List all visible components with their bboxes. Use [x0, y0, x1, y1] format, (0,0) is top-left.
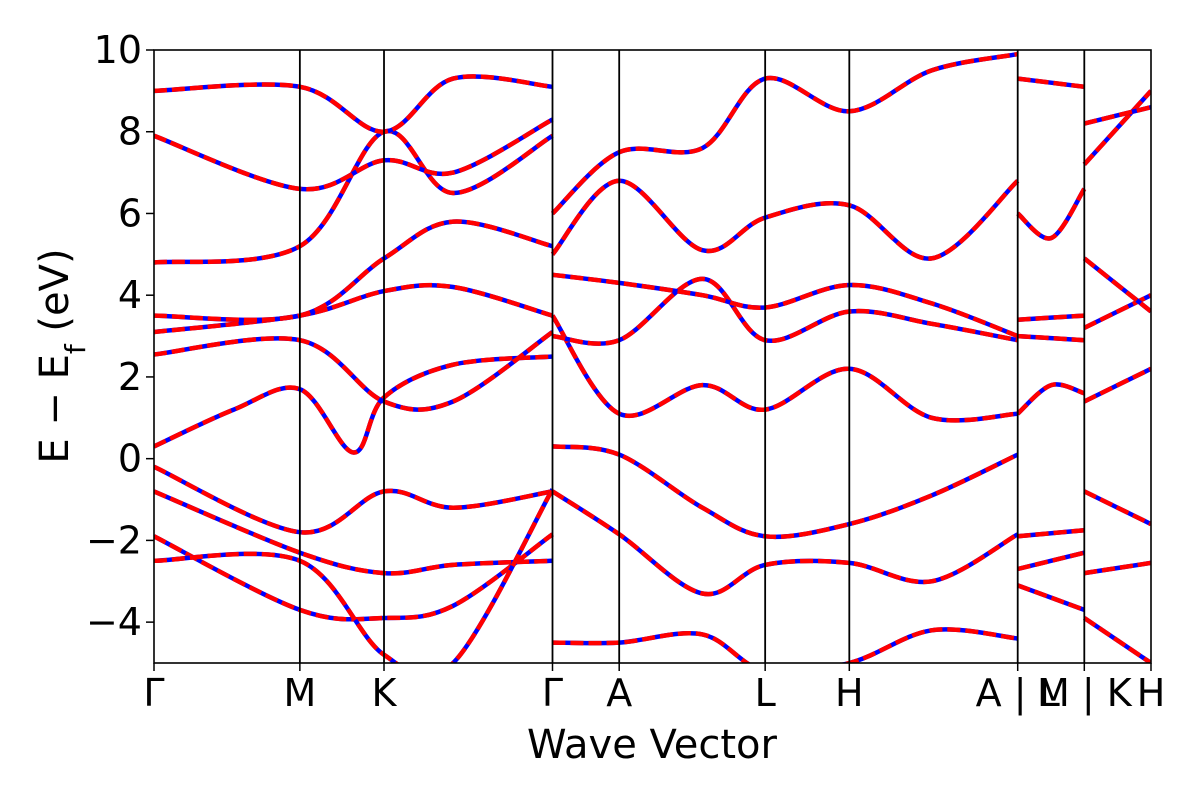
y-tick-label-3: 4: [118, 273, 142, 317]
x-tick-label-0: Γ: [143, 671, 164, 715]
band-series-b-32: [1082, 256, 1151, 314]
x-tick-label-3: Γ: [542, 671, 563, 715]
band-series-b-20: [1017, 550, 1085, 572]
x-tick-label-8: M | K: [1037, 671, 1133, 716]
x-tick-label-6: H: [835, 671, 864, 715]
x-tick-label-4: A: [606, 671, 632, 715]
x-tick-label-1: M: [283, 671, 316, 715]
y-tick-label-0: 10: [94, 28, 142, 72]
high-symmetry-lines: [298, 50, 1086, 663]
band-series-b-22: [1016, 382, 1086, 416]
x-axis-title: Wave Vector: [527, 722, 778, 768]
y-axis-title-sub: f: [59, 343, 92, 354]
y-axis-title-unit: (eV): [32, 248, 78, 344]
band-series-b-29: [1083, 616, 1151, 663]
band-series-b-8: [154, 489, 553, 576]
y-tick-label-1: 8: [118, 110, 142, 154]
x-tick-label-9: H: [1137, 671, 1166, 715]
y-tick-label-6: −2: [86, 518, 142, 562]
y-tick-label-4: 2: [118, 355, 142, 399]
band-series-b-1: [154, 354, 553, 455]
band-series-b-23: [1017, 333, 1085, 343]
band-series-b-30: [1083, 366, 1151, 404]
band-series-b-19: [1017, 527, 1085, 539]
band-series-b-27: [1083, 489, 1151, 527]
band-series-b-4: [154, 219, 554, 323]
band-series-b-2: [154, 330, 554, 412]
y-axis-ticks: 10 8 6 4 2 0 −2 −4: [86, 28, 154, 644]
band-series-b-25: [1016, 187, 1087, 241]
plot-frame: [153, 49, 1152, 664]
band-series-b-3: [154, 282, 554, 335]
band-series-b-33: [1082, 89, 1151, 166]
y-axis-title-main: E − E: [32, 354, 78, 464]
x-tick-label-2: K: [372, 671, 398, 715]
band-series-b-34: [1083, 105, 1151, 126]
band-series-b-0: [154, 464, 553, 535]
band-series-b-21: [1016, 583, 1086, 613]
x-tick-label-5: L: [755, 671, 776, 715]
y-tick-label-7: −4: [86, 600, 142, 644]
band-series-b-28: [1083, 560, 1151, 576]
y-axis-title: E − Ef (eV): [32, 248, 92, 463]
y-tick-label-5: 0: [118, 437, 142, 481]
x-tick-label-7: A | L: [976, 671, 1060, 716]
y-tick-label-2: 6: [118, 191, 142, 235]
band-series-b-6: [154, 117, 554, 192]
plot-background: [154, 50, 1151, 663]
band-series-b-15: [552, 272, 1019, 339]
band-series-b-26: [1017, 76, 1085, 90]
band-series-b-9: [154, 532, 554, 622]
band-series-b-24: [1017, 313, 1085, 322]
band-series-b-31: [1083, 293, 1151, 330]
